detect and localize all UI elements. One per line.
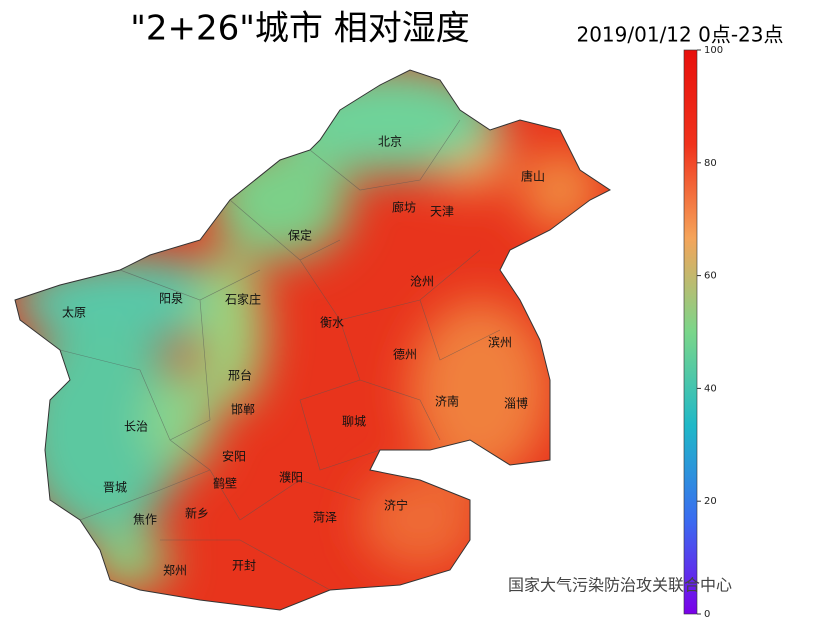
city-label: 天津 xyxy=(430,205,454,219)
boundaries xyxy=(59,119,501,591)
city-label: 邯郸 xyxy=(231,402,255,417)
city-label: 新乡 xyxy=(185,506,209,521)
city-label: 济宁 xyxy=(384,498,408,513)
city-label: 晋城 xyxy=(103,481,127,495)
city-label: 长治 xyxy=(124,420,148,434)
city-label: 济南 xyxy=(435,394,459,409)
colorbar-ticks: 0 20 40 60 80 100 xyxy=(697,45,723,620)
colorbar-tick-label: 100 xyxy=(704,45,723,56)
city-label: 衡水 xyxy=(320,316,344,330)
city-label: 石家庄 xyxy=(225,292,261,307)
city-label: 开封 xyxy=(232,559,256,573)
city-label: 鹤壁 xyxy=(213,476,237,491)
colorbar xyxy=(683,49,698,615)
city-label: 廊坊 xyxy=(392,200,416,215)
city-label: 保定 xyxy=(288,228,312,243)
city-label: 太原 xyxy=(62,305,86,320)
city-label: 唐山 xyxy=(521,169,545,184)
colorbar-tick-label: 60 xyxy=(704,271,717,282)
colorbar-tick-label: 40 xyxy=(704,383,717,394)
city-label: 沧州 xyxy=(410,274,434,289)
city-label: 聊城 xyxy=(342,415,366,429)
city-label: 北京 xyxy=(378,135,402,149)
subtitle: 2019/01/12 0点-23点 xyxy=(576,23,783,47)
city-label: 阳泉 xyxy=(159,292,183,306)
colorbar-tick-label: 0 xyxy=(704,609,710,620)
city-label: 郑州 xyxy=(163,563,187,578)
title: "2+26"城市 相对湿度 xyxy=(130,9,469,49)
colorbar-tick-label: 80 xyxy=(704,158,717,169)
city-label: 邢台 xyxy=(228,368,252,383)
city-label: 淄博 xyxy=(504,396,528,411)
city-label: 濮阳 xyxy=(279,470,303,485)
city-label: 德州 xyxy=(393,347,417,362)
watermark: 国家大气污染防治攻关联合中心 xyxy=(508,576,732,595)
city-label: 菏泽 xyxy=(313,511,337,525)
city-label: 滨州 xyxy=(488,335,512,350)
humidity-field xyxy=(15,70,610,610)
colorbar-tick-label: 20 xyxy=(704,496,717,507)
city-label: 安阳 xyxy=(222,449,246,464)
city-label: 焦作 xyxy=(133,513,157,527)
